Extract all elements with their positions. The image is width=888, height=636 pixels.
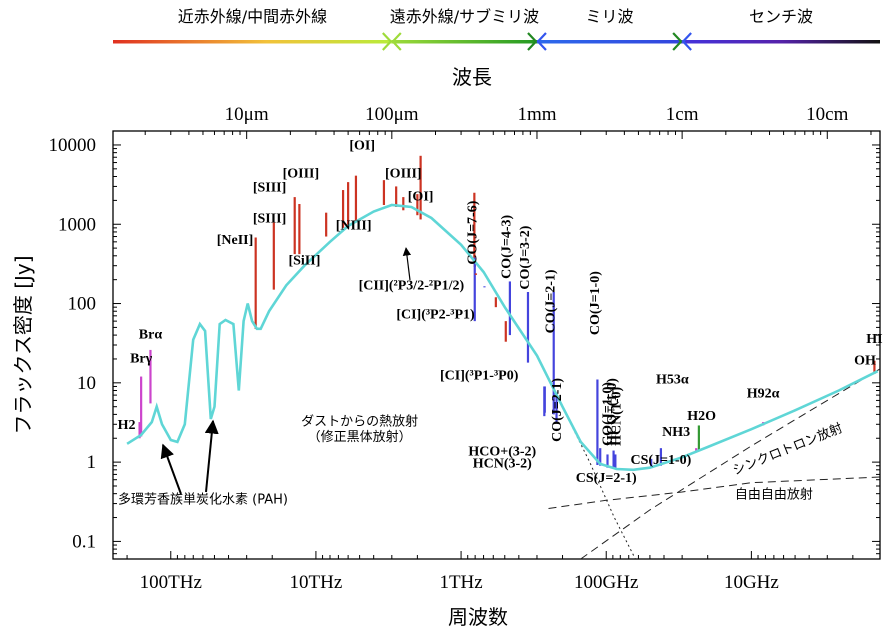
rotated-label-7: CO(J=1-0): [600, 382, 615, 446]
annotation-9: H53α: [656, 373, 689, 388]
annotation-6: CS(J=2-1): [576, 471, 637, 486]
annotation-18: 多環芳香族単炭化水素 (PAH): [118, 492, 288, 508]
pah-arrow-1: [160, 443, 182, 495]
line-label-10: [OI]: [408, 189, 434, 204]
sed-continuum-line: [126, 203, 879, 472]
x2-tick-label: 1mm: [517, 104, 556, 125]
x2-tick-label: 10cm: [806, 104, 848, 125]
annotation-16: シンクロトロン放射: [730, 420, 844, 479]
annotation-5: HCN(3-2): [473, 456, 532, 471]
x2-axis-title: 波長: [452, 65, 492, 89]
line-label-4: [NeII]: [217, 233, 254, 248]
y-tick-label: 10: [77, 373, 96, 394]
x2-tick-label: 100μm: [365, 104, 419, 125]
x-axis-title: 周波数: [448, 605, 508, 629]
annotation-4: HCO+(3-2): [468, 444, 536, 459]
line-label-9: [OIII]: [385, 166, 422, 181]
annotation-17: 自由自由放射: [735, 486, 813, 502]
annotation-12: OH: [854, 354, 876, 369]
x-tick-label: 10THz: [290, 572, 343, 593]
line-label-7: [OIII]: [283, 166, 320, 181]
line-label-1: H2: [118, 418, 136, 433]
pah-arrow-2: [204, 419, 219, 493]
band-arrow-left-1: [382, 32, 393, 51]
x-tick-label: 1THz: [439, 572, 482, 593]
band-bar-3: [536, 40, 683, 44]
y-axis: 0.1 1 10 100 1000 10000: [49, 135, 880, 560]
rotated-label-3: CO(J=3-2): [518, 225, 533, 289]
y-tick-label: 100: [68, 294, 97, 315]
wavelength-band-bar: 近赤外線/中間赤外線 遠赤外線/サブミリ波 ミリ波 センチ波: [113, 7, 880, 51]
band-arrow-right-2: [536, 32, 547, 51]
line-label-12: [SiII]: [288, 254, 320, 269]
x2-tick-label: 10μm: [225, 104, 269, 125]
rotated-label-5: CO(J=2-1): [550, 378, 565, 442]
line-label-8: [OI]: [349, 138, 375, 153]
annotation-14: ダストからの熱放射: [301, 413, 418, 429]
rotated-label-1: CO(J=7-6): [466, 200, 481, 264]
annotation-11: H92α: [747, 387, 780, 402]
annotation-10: H2O: [687, 409, 716, 424]
annotation-2: [CI](³P2-³P1): [396, 307, 475, 322]
x-tick-label: 100GHz: [574, 572, 638, 593]
rotated-label-2: CO(J=4-3): [500, 215, 515, 279]
rotated-label-8: HCO+(1-0): [605, 378, 620, 446]
x-tick-label: 100THz: [140, 572, 202, 593]
band-label-1: 近赤外線/中間赤外線: [178, 7, 327, 26]
cii-arrow: [402, 247, 412, 281]
rotated-label-4: CO(J=2-1): [543, 269, 558, 333]
line-label-11: [NIII]: [336, 218, 372, 233]
y-tick-label: 0.1: [72, 531, 96, 552]
band-bar-4: [682, 40, 880, 44]
x-axis: 100THz 10THz 1THz 100GHz 10GHz: [126, 551, 854, 593]
x2-axis: 10μm 100μm 1mm 1cm 10cm: [144, 104, 872, 139]
band-label-4: センチ波: [749, 7, 813, 26]
line-label-2: Brγ: [130, 352, 153, 367]
x-tick-label: 10GHz: [724, 572, 779, 593]
component-curve-2: [548, 476, 881, 509]
line-label-6: [SIII]: [253, 180, 286, 195]
y-tick-label: 10000: [49, 135, 97, 156]
y-tick-label: 1: [87, 452, 97, 473]
x2-tick-label: 1cm: [666, 104, 699, 125]
band-arrow-left-3: [672, 32, 683, 51]
component-curve-3: [580, 368, 881, 560]
band-bar-2: [391, 40, 537, 44]
annotation-7: CS(J=1-0): [630, 453, 691, 468]
annotation-8: NH3: [662, 425, 690, 440]
band-label-2: 遠赤外線/サブミリ波: [390, 7, 539, 26]
annotation-15: （修正黒体放射）: [308, 429, 412, 445]
band-label-3: ミリ波: [586, 7, 634, 26]
line-label-5: [SIII]: [253, 212, 286, 227]
band-arrow-right-1: [391, 32, 402, 51]
band-arrow-right-3: [681, 32, 692, 51]
annotation-13: HI: [866, 332, 882, 347]
line-label-3: Brα: [139, 328, 163, 343]
rotated-label-9: HCN(1-0): [609, 387, 624, 446]
component-curves: [536, 355, 881, 560]
y-axis-title: フラックス密度 [Jy]: [11, 255, 35, 434]
band-bar-1: [113, 40, 392, 44]
annotation-3: [CI](³P1-³P0): [440, 369, 519, 384]
rotated-label-6: CO(J=1-0): [588, 271, 603, 335]
y-tick-label: 1000: [58, 214, 96, 235]
band-arrow-left-2: [527, 32, 538, 51]
annotation-1: [CII](²P3/2-²P1/2): [359, 279, 465, 294]
